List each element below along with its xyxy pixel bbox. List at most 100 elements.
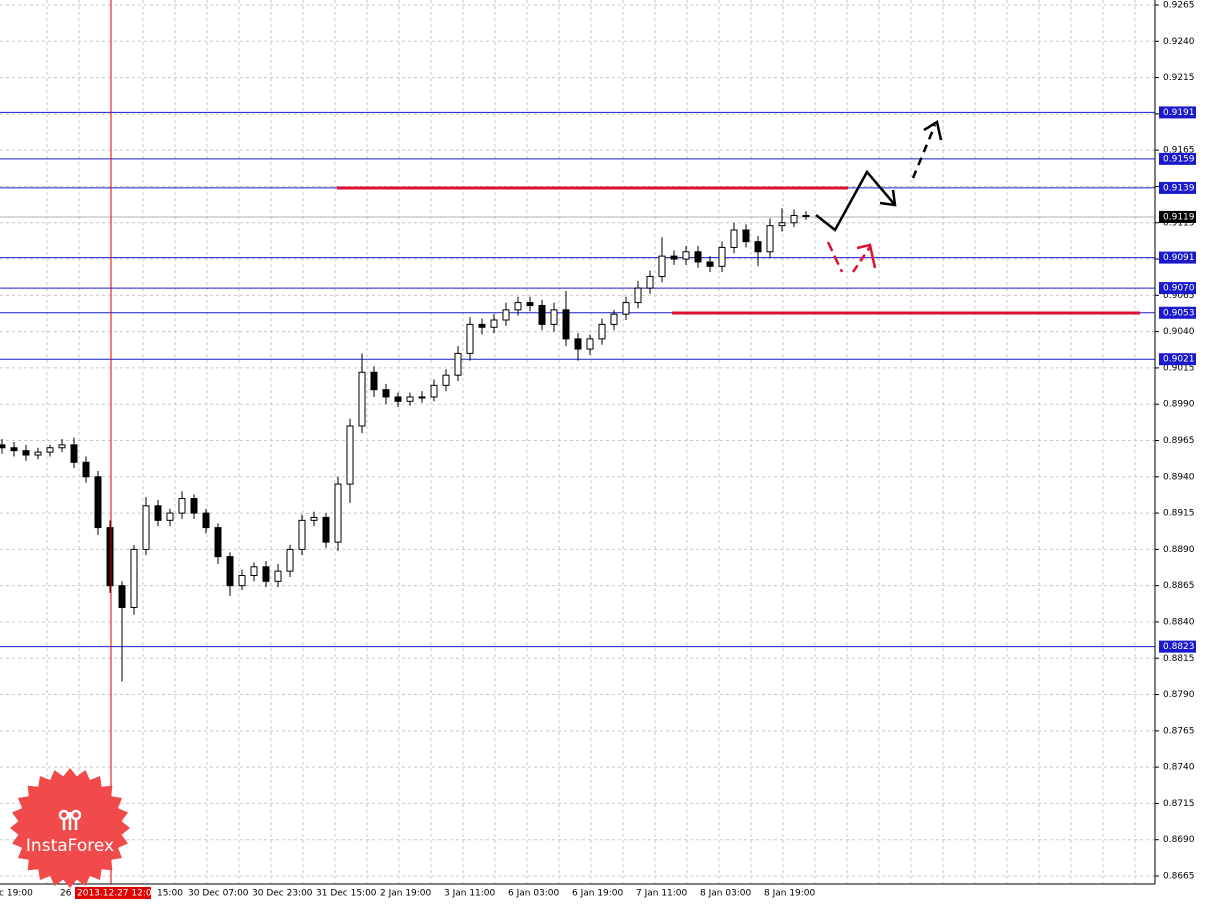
candle-body [502,309,510,321]
y-tick-label: 0.8840 [1163,617,1195,627]
x-tick-label: 26 [60,889,72,899]
candles [0,208,810,682]
x-tick-label: 15:00 [157,889,183,899]
candle-body [226,556,234,587]
current-price-box [1159,210,1196,223]
level-label: 0.9053 [1163,308,1195,318]
candle-body [718,246,726,267]
candle-body [646,275,654,289]
level-label-box [1159,251,1196,264]
x-tick-label: 4 Dec 19:00 [0,889,33,899]
cursor-time-box [75,887,151,899]
candle-body [358,371,366,427]
candle-body [658,255,666,277]
y-tick-label: 0.8815 [1163,654,1195,664]
candle-body [682,251,690,260]
level-label-box [1159,106,1196,119]
candle-body [214,527,222,558]
x-tick-label: 8 Jan 03:00 [700,889,752,899]
level-label: 0.9021 [1163,355,1195,365]
y-tick-label: 0.8765 [1163,726,1195,736]
candle-body [370,371,378,391]
candle-body [238,575,246,587]
candle-body [562,309,570,340]
candle-body [334,483,342,543]
x-tick-label: 2 Jan 19:00 [380,889,432,899]
candle-body [322,516,330,543]
candle-body [526,302,534,306]
candle-body [622,302,630,315]
x-tick-label: 2013.12.27 12:00 [77,889,158,899]
y-tick-label: 0.8940 [1163,472,1195,482]
x-tick-label: 31 Dec 15:00 [316,889,377,899]
candle-body [538,304,546,325]
candle-body [46,447,54,453]
candle-body [118,585,126,608]
candle-body [22,450,30,456]
candle-body [742,229,750,243]
x-tick-label: 30 Dec 23:00 [252,889,313,899]
level-label: 0.9070 [1163,284,1195,294]
logo-text: InstaForex [26,836,114,856]
level-label-box [1159,282,1196,295]
y-tick-label: 0.9040 [1163,327,1195,337]
candle-body [802,214,810,217]
candle-body [58,444,66,449]
y-tick-label: 0.8965 [1163,436,1195,446]
candle-body [10,447,18,452]
level-label-box [1159,640,1196,653]
level-label: 0.9139 [1163,183,1195,193]
grid [0,0,1155,884]
candle-body [262,566,270,582]
logo-icon [58,809,82,830]
candle-body [178,498,186,514]
candle-body [166,512,174,521]
candle-body [34,451,42,456]
arrow-head [923,120,943,141]
alt-arrow [826,241,844,273]
arrow-head [879,189,897,207]
candle-body [442,374,450,386]
candle-body [190,498,198,514]
candle-body [514,302,522,311]
candle-body [106,527,114,587]
y-tick-label: 0.8690 [1163,835,1195,845]
level-label-box [1159,181,1196,194]
candle-body [466,323,474,354]
candle-body [202,512,210,529]
level-label-box [1159,152,1196,165]
level-label-box [1159,306,1196,319]
y-tick-label: 0.8740 [1163,763,1195,773]
candle-body [0,444,6,449]
candle-body [70,444,78,463]
candle-body [574,338,582,350]
candle-body [94,476,102,529]
level-label: 0.9191 [1163,108,1195,118]
levels [0,111,1155,648]
level-label-box [1159,353,1196,366]
y-tick-label: 0.8665 [1163,872,1195,882]
candle-body [430,384,438,398]
candle-body [598,323,606,340]
candle-body [730,229,738,248]
candle-body [706,261,714,267]
x-tick-label: 8 Jan 19:00 [764,889,816,899]
y-tick-label: 0.9115 [1163,218,1195,228]
arrow-head [856,243,877,269]
candle-body [670,255,678,260]
candle-body [274,570,282,582]
candle-body [454,352,462,376]
y-tick-label: 0.8890 [1163,545,1195,555]
candle-body [382,389,390,398]
y-tick-label: 0.8915 [1163,509,1195,519]
candle-body [286,548,294,572]
candle-body [550,309,558,325]
y-tick-label: 0.8865 [1163,581,1195,591]
candle-body [766,225,774,253]
candle-body [778,222,786,227]
candle-body [154,505,162,521]
forecast-arrow-dashed [911,124,937,179]
y-tick-label: 0.9240 [1163,37,1195,47]
